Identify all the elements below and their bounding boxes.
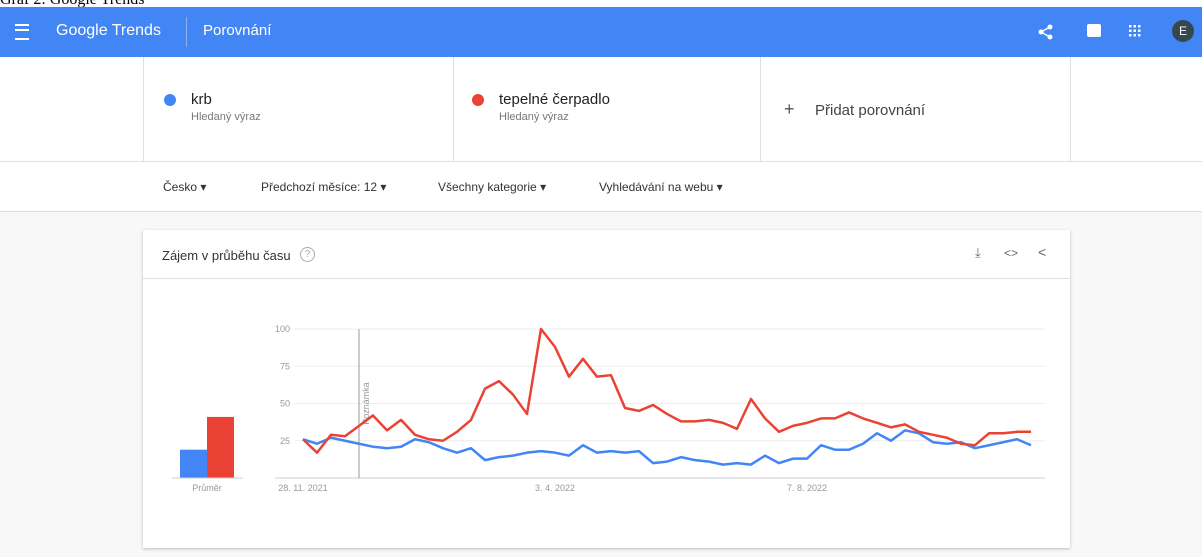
term-name: tepelné čerpadlo <box>499 91 610 108</box>
terms-bar: krb Hledaný výraz tepelné čerpadlo Hleda… <box>0 57 1202 162</box>
term-dot <box>164 94 176 106</box>
term-subtitle: Hledaný výraz <box>499 111 569 123</box>
apps-button[interactable] <box>1129 25 1141 37</box>
y-tick-label: 75 <box>280 361 290 371</box>
logo[interactable]: Google Trends <box>56 22 161 39</box>
chart-card: Zájem v průběhu času ? ⤓ <> < <box>143 230 1070 548</box>
share-button[interactable]: < <box>1038 244 1047 260</box>
series-line <box>302 327 1031 454</box>
chart-title: Zájem v průběhu času <box>162 248 291 263</box>
top-bar: Google Trends Porovnání E <box>0 7 1202 57</box>
term[interactable]: tepelné čerpadlo Hledaný výraz <box>452 57 761 161</box>
term-name: krb <box>191 91 212 108</box>
filter[interactable]: Vyhledávání na webu ▾ <box>599 180 723 194</box>
plus-icon: + <box>784 99 795 119</box>
annotation-label: Poznámka <box>361 382 371 425</box>
y-tick-label: 100 <box>275 324 290 334</box>
divider <box>143 278 1070 279</box>
filter[interactable]: Předchozí měsíce: 12 ▾ <box>261 180 387 194</box>
help-icon[interactable]: ? <box>300 247 315 262</box>
download-button[interactable]: ⤓ <box>975 245 981 260</box>
divider <box>186 17 187 47</box>
x-tick-label: 28. 11. 2021 <box>278 483 327 493</box>
avatar[interactable]: E <box>1172 20 1194 42</box>
y-tick-label: 25 <box>280 436 290 446</box>
filters-bar: Česko ▾ Předchozí měsíce: 12 ▾ Všechny k… <box>0 161 1202 212</box>
embed-button[interactable]: <> <box>1004 246 1019 260</box>
menu-button[interactable] <box>15 24 29 40</box>
average-bar <box>207 416 234 478</box>
term-subtitle: Hledaný výraz <box>191 111 261 123</box>
term-dot <box>472 94 484 106</box>
caption: Graf 2: Google Trends <box>0 0 144 9</box>
x-tick-label: 7. 8. 2022 <box>787 483 827 493</box>
y-tick-label: 50 <box>280 399 290 409</box>
filter-label: Vyhledávání na webu <box>599 180 714 194</box>
add-label: Přidat porovnání <box>815 102 926 119</box>
term[interactable]: krb Hledaný výraz <box>143 57 454 161</box>
feedback-button[interactable] <box>1087 24 1101 37</box>
series-line <box>302 429 1032 466</box>
add-comparison[interactable]: + Přidat porovnání <box>760 57 1071 161</box>
page-title: Porovnání <box>203 22 272 39</box>
average-bar <box>180 449 207 478</box>
filter-label: Předchozí měsíce: 12 <box>261 180 378 194</box>
filter-label: Všechny kategorie <box>438 180 537 194</box>
filter[interactable]: Všechny kategorie ▾ <box>438 180 547 194</box>
x-tick-label: 3. 4. 2022 <box>535 483 575 493</box>
filter-label: Česko <box>163 180 198 194</box>
filter[interactable]: Česko ▾ <box>163 180 207 194</box>
average-label: Průměr <box>192 483 222 493</box>
share-button[interactable] <box>1038 24 1054 40</box>
